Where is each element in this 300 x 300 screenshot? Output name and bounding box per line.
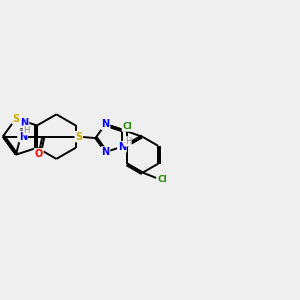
Text: H: H xyxy=(23,126,30,135)
Text: N: N xyxy=(118,142,126,152)
Text: O: O xyxy=(34,149,43,159)
Text: S: S xyxy=(12,114,20,124)
Text: N: N xyxy=(20,118,28,128)
Text: S: S xyxy=(75,132,82,142)
Text: N: N xyxy=(19,132,27,142)
Text: H: H xyxy=(125,137,131,146)
Text: N: N xyxy=(101,147,110,157)
Text: Cl: Cl xyxy=(158,175,167,184)
Text: Cl: Cl xyxy=(122,122,132,131)
Text: C: C xyxy=(18,130,25,139)
Text: N: N xyxy=(101,119,110,129)
